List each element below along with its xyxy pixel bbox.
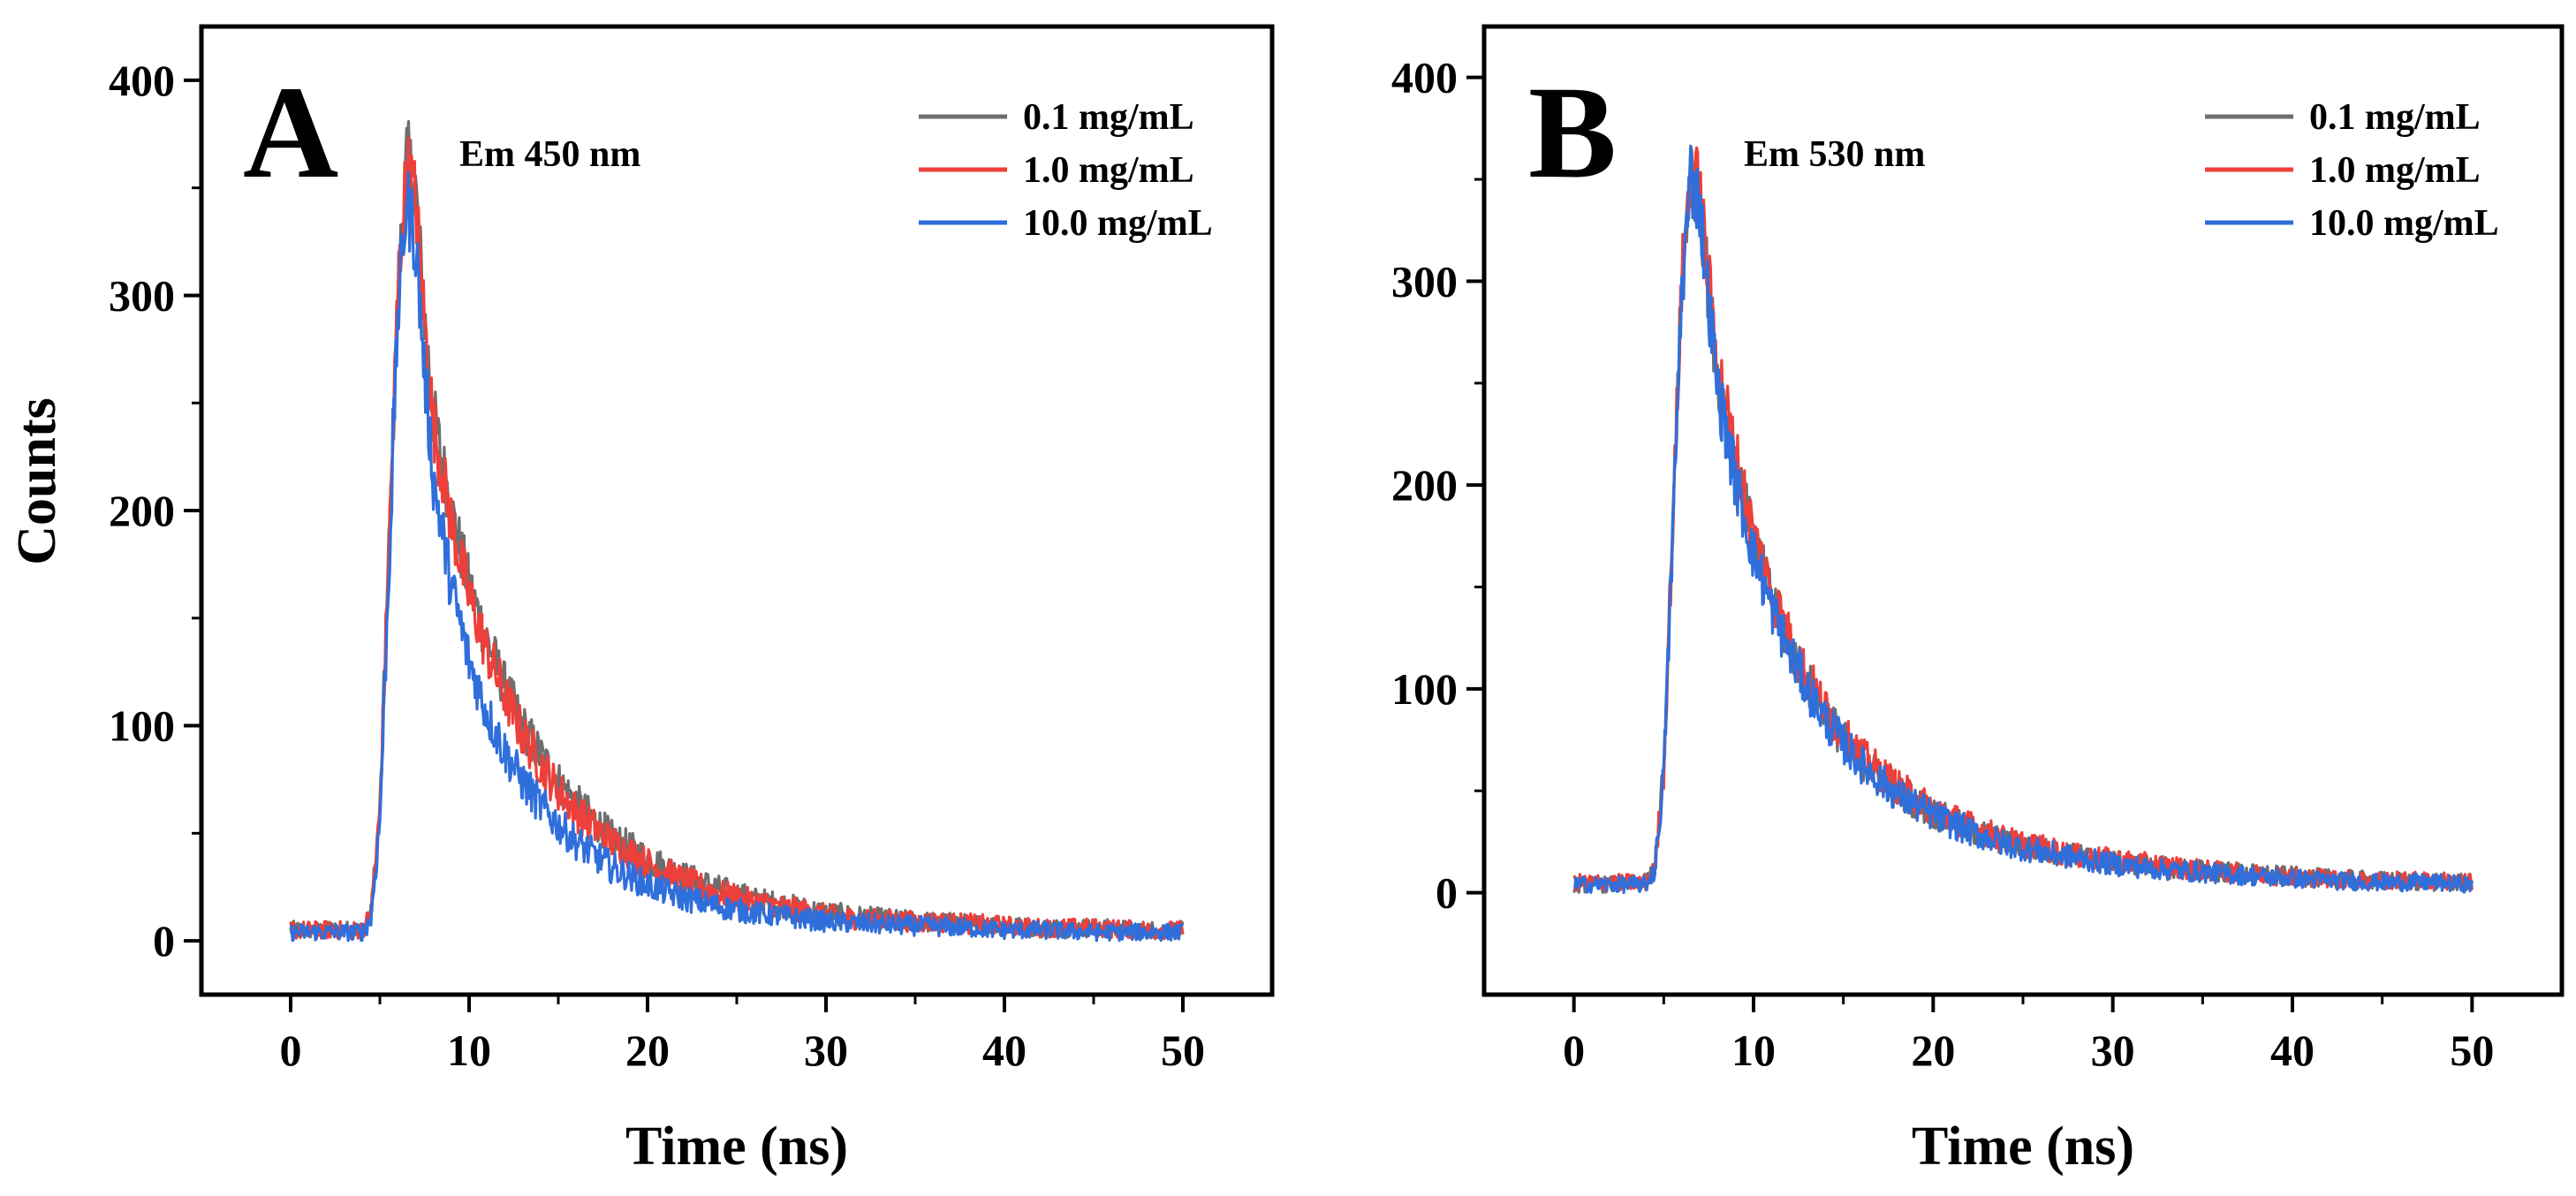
series-line-2 xyxy=(289,136,1185,941)
series-line-3 xyxy=(289,170,1185,942)
x-tick-label: 10 xyxy=(447,1026,491,1075)
x-tick-label: 50 xyxy=(1161,1026,1205,1075)
panel-letter: A xyxy=(243,59,338,206)
x-tick-label: 10 xyxy=(1731,1026,1776,1075)
y-tick-label: 200 xyxy=(109,486,175,535)
y-tick-label: 0 xyxy=(153,916,175,965)
x-tick-label: 0 xyxy=(1563,1026,1585,1075)
series-line-1 xyxy=(289,119,1185,941)
y-tick-label: 100 xyxy=(1391,664,1458,714)
x-axis-title: Time (ns) xyxy=(1912,1117,2134,1177)
y-tick-label: 100 xyxy=(109,701,175,751)
y-tick-label: 300 xyxy=(109,270,175,320)
emission-annotation: Em 450 nm xyxy=(459,134,640,175)
legend-label: 0.1 mg/mL xyxy=(1023,97,1194,138)
x-tick-label: 20 xyxy=(1911,1026,1955,1075)
series-line-2 xyxy=(1572,146,2474,892)
x-tick-label: 20 xyxy=(625,1026,670,1075)
legend-label: 0.1 mg/mL xyxy=(2309,97,2481,138)
x-tick-label: 40 xyxy=(2270,1026,2315,1075)
y-tick-label: 300 xyxy=(1391,256,1458,306)
x-axis-title: Time (ns) xyxy=(625,1117,848,1177)
legend-label: 1.0 mg/mL xyxy=(1023,150,1194,191)
panel-a: 0 10 20 30 40 50 0 100 200 300 400 Time (ns) A Em 450… xyxy=(109,24,1275,1177)
y-tick-label: 200 xyxy=(1391,460,1458,510)
x-tick-label: 30 xyxy=(804,1026,848,1075)
series-group xyxy=(289,119,1185,942)
panel-b: 0 10 20 30 40 50 0 100 200 300 400 Time (ns) B Em 530… xyxy=(1391,24,2565,1177)
x-tick-label: 40 xyxy=(982,1026,1027,1075)
y-tick-label: 400 xyxy=(109,56,175,105)
legend: 0.1 mg/mL 1.0 mg/mL 10.0 mg/mL xyxy=(919,97,1213,244)
y-tick-label: 400 xyxy=(1391,53,1458,102)
x-tick-label: 0 xyxy=(280,1026,302,1075)
legend-label: 1.0 mg/mL xyxy=(2309,150,2481,191)
x-tick-label: 50 xyxy=(2450,1026,2494,1075)
y-tick-label: 0 xyxy=(1436,868,1458,918)
x-tick-label: 30 xyxy=(2091,1026,2135,1075)
legend-label: 10.0 mg/mL xyxy=(1023,203,1213,244)
series-group xyxy=(1572,144,2474,895)
legend: 0.1 mg/mL 1.0 mg/mL 10.0 mg/mL xyxy=(2205,97,2499,244)
legend-label: 10.0 mg/mL xyxy=(2309,203,2499,244)
emission-annotation: Em 530 nm xyxy=(1744,134,1925,175)
panel-letter: B xyxy=(1528,59,1617,206)
y-axis-title: Counts xyxy=(7,397,67,565)
series-line-3 xyxy=(1573,145,2474,895)
